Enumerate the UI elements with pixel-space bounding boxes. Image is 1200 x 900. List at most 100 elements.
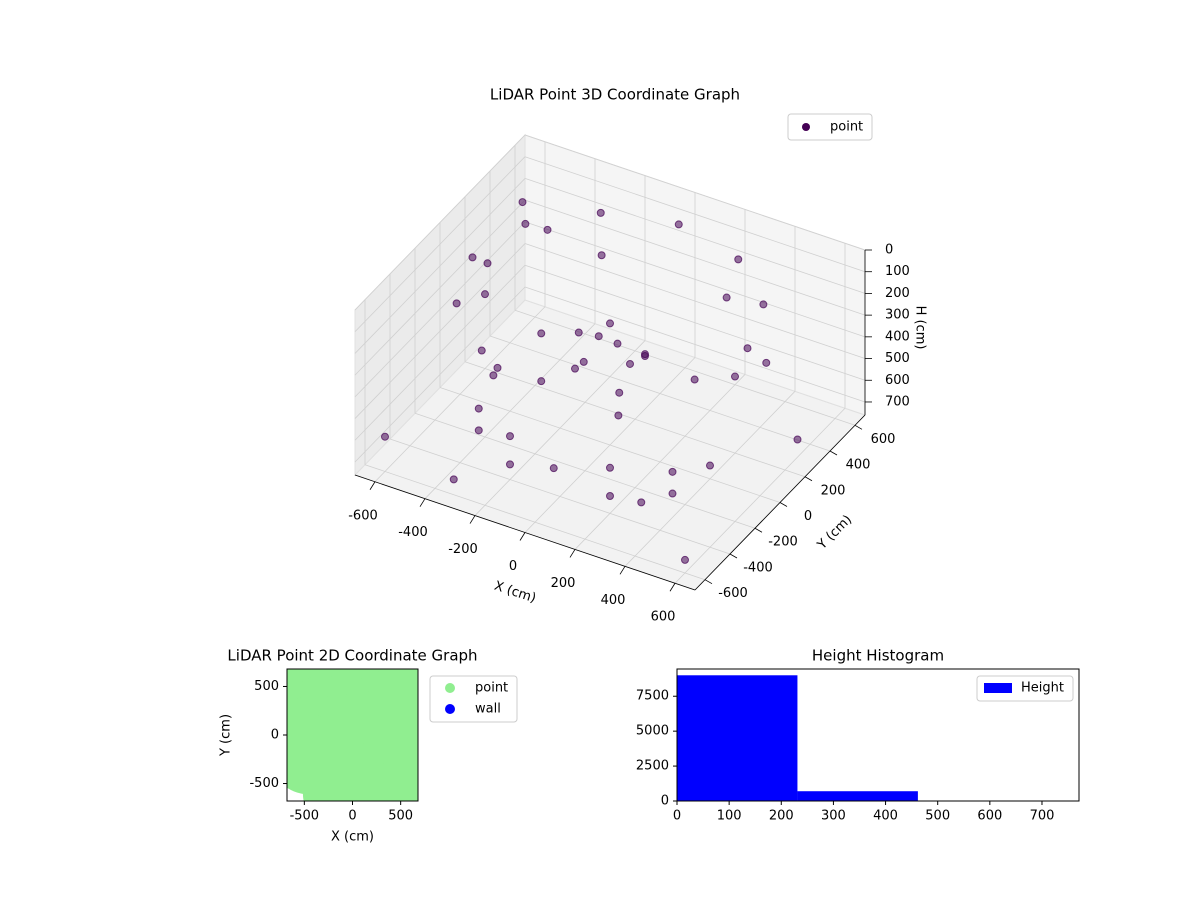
point-marker — [759, 300, 768, 309]
y-tick-label: 400 — [846, 458, 871, 473]
point-marker — [668, 489, 677, 498]
grid-line — [354, 134, 526, 311]
x-axis-line — [354, 474, 696, 591]
y-axis-line — [694, 414, 866, 591]
point-marker — [613, 339, 622, 348]
point-marker — [481, 290, 489, 299]
legend-label: Height — [1021, 681, 1064, 696]
y-tick-label: 0 — [804, 509, 812, 524]
legend-label: point — [475, 681, 508, 696]
point-marker — [474, 404, 483, 413]
grid-line — [354, 221, 526, 398]
y-axis-label: Y (cm) — [814, 512, 855, 553]
point-marker — [606, 463, 614, 472]
point-marker — [571, 364, 579, 373]
y-tick — [854, 424, 863, 430]
point-marker — [606, 319, 614, 328]
point-marker — [734, 255, 743, 264]
grid-line — [524, 264, 866, 381]
legend-box — [976, 675, 1074, 702]
chart-title: Height Histogram — [812, 647, 944, 665]
grid-line — [354, 156, 526, 332]
legend-marker — [445, 704, 455, 714]
x-tick-label: 500 — [925, 809, 950, 824]
y-tick-label: 0 — [661, 794, 669, 809]
y-tick-label: 7500 — [636, 689, 669, 704]
y-tick-label: -600 — [718, 586, 748, 601]
x-tick-label: -600 — [348, 508, 378, 523]
point-marker — [489, 371, 498, 380]
point-marker — [483, 259, 492, 268]
grid-line — [524, 178, 866, 294]
x-tick-label: 600 — [651, 610, 676, 625]
y-tick-label: -500 — [249, 776, 279, 791]
point-marker — [596, 208, 605, 217]
point-marker — [606, 492, 614, 501]
point-marker — [743, 344, 752, 353]
x-tick-label: 700 — [1030, 809, 1055, 824]
point-marker — [521, 219, 530, 228]
x-tick-label: 0 — [348, 809, 356, 824]
chart-title: LiDAR Point 3D Coordinate Graph — [490, 86, 740, 104]
grid-line — [354, 243, 526, 419]
point-marker — [549, 464, 558, 473]
point-marker — [637, 498, 646, 507]
bar — [677, 675, 798, 801]
point-marker — [543, 225, 552, 234]
legend-marker — [445, 683, 455, 693]
x-tick-label: 0 — [509, 559, 517, 574]
legend-box — [787, 113, 873, 141]
point-marker — [537, 329, 546, 338]
z-tick-label: 600 — [885, 373, 910, 388]
point-marker — [597, 251, 606, 260]
x-tick-label: 100 — [717, 809, 742, 824]
y-tick-label: 600 — [871, 432, 896, 447]
grid-line — [389, 438, 731, 555]
z-tick-label: 300 — [885, 308, 910, 323]
point-marker — [506, 432, 514, 441]
y-tick — [779, 502, 788, 507]
grid-line — [354, 286, 526, 463]
chart-title: LiDAR Point 2D Coordinate Graph — [227, 647, 477, 665]
z-tick-label: 100 — [885, 264, 910, 279]
x-tick — [569, 549, 576, 558]
grid-line — [354, 264, 526, 441]
point-marker — [626, 359, 634, 368]
point-marker — [493, 363, 502, 372]
bar — [797, 791, 918, 801]
x-tick — [369, 481, 376, 490]
x-tick-label: 300 — [821, 809, 846, 824]
point-marker — [722, 293, 731, 302]
chart-3d: -600-400-2000200400600-600-400-200020040… — [348, 86, 927, 625]
point-marker — [506, 460, 514, 469]
x-tick — [419, 498, 426, 507]
point-marker — [706, 461, 714, 470]
y-tick — [804, 476, 813, 482]
y-axis-label: Y (cm) — [219, 714, 234, 757]
x-tick-label: 0 — [673, 809, 681, 824]
x-tick — [669, 583, 676, 592]
legend-swatch — [984, 683, 1012, 693]
grid-line — [489, 335, 831, 452]
point-marker — [355, 680, 418, 761]
point-marker — [594, 332, 603, 341]
y-tick — [754, 527, 763, 533]
point-marker — [381, 432, 389, 441]
x-tick-label: -500 — [290, 809, 320, 824]
legend-marker — [802, 123, 810, 131]
x-tick — [619, 566, 626, 575]
x-tick-label: 400 — [601, 593, 626, 608]
legend-label: point — [830, 120, 863, 135]
x-tick-label: 500 — [388, 809, 413, 824]
y-tick — [729, 553, 738, 559]
grid-line — [514, 309, 856, 426]
x-tick-label: 400 — [873, 809, 898, 824]
point-marker — [477, 346, 486, 355]
y-tick-label: -200 — [768, 535, 798, 550]
grid-line — [414, 412, 756, 529]
y-tick — [829, 450, 838, 456]
grid-line — [524, 134, 866, 251]
point-marker — [731, 372, 739, 381]
point-marker — [793, 435, 802, 444]
z-tick-label: 700 — [885, 394, 910, 409]
